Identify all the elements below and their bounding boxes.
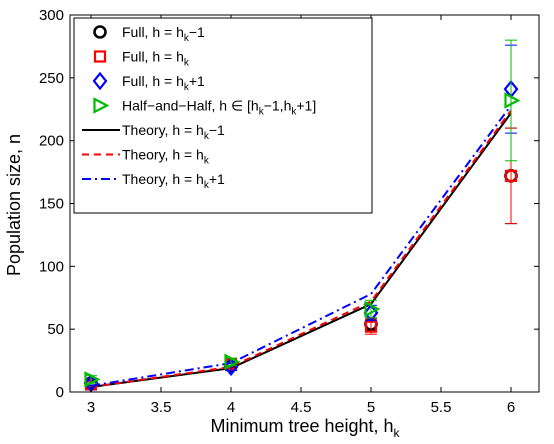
theory-line-1 (90, 109, 512, 388)
x-tick-label: 6 (507, 399, 515, 416)
legend-label-part: k (184, 58, 190, 69)
y-axis-title: Population size, n (4, 134, 24, 276)
x-tick-label: 3.5 (151, 399, 172, 416)
marker-triangle-right (224, 353, 241, 371)
legend-label-part: Theory, h = h (122, 171, 204, 187)
legend-label-part: k (184, 82, 190, 93)
y-tick-label: 250 (39, 70, 64, 87)
legend-label-part: −1 (189, 24, 205, 40)
legend-label-part: k (204, 131, 210, 142)
legend-label-part: k (204, 156, 210, 167)
legend-label: Theory, h = hk (122, 147, 210, 167)
data-point (224, 353, 241, 371)
theory-line-2 (90, 104, 512, 387)
marker-triangle-right (364, 300, 381, 318)
legend-label: Half−and−Half, h ∈ [hk−1,hk+1] (122, 98, 316, 118)
legend-label-part: k (184, 33, 190, 44)
legend-label-part: +1] (296, 98, 316, 114)
legend-marker-diamond (92, 71, 108, 91)
data-point (364, 299, 381, 319)
theory-line-0 (90, 112, 512, 388)
plot-area (83, 39, 521, 393)
data-point (84, 371, 101, 388)
x-tick-label: 5 (367, 399, 375, 416)
legend-label-part: k (291, 107, 297, 118)
legend-label-part: −1 (209, 122, 225, 138)
legend-label-part: Full, h = h (122, 73, 184, 89)
legend-label-part: Theory, h = h (122, 122, 204, 138)
legend-marker-square (93, 50, 107, 63)
y-tick-label: 0 (56, 384, 64, 401)
legend-label: Full, h = hk (122, 49, 190, 69)
legend-label-part: Full, h = h (122, 24, 184, 40)
legend-label-part: k (259, 107, 265, 118)
legend-label-part: +1 (189, 73, 205, 89)
x-axis-title: Minimum tree height, hk (210, 416, 400, 440)
legend-label-part: Theory, h = h (122, 147, 204, 163)
marker-triangle-right (504, 92, 521, 109)
legend-label-part: Full, h = h (122, 49, 184, 65)
legend-label-part: −1,h (264, 98, 292, 114)
y-tick-label: 50 (47, 321, 64, 338)
y-tick-label: 150 (39, 196, 64, 213)
legend-marker-circle (93, 25, 107, 39)
legend-label-part: k (204, 180, 210, 191)
axes: 3 3.5 4 4.5 5 5.5 6 0 50 100 150 200 250 300 (39, 7, 540, 416)
legend-marker-triangle-right (93, 97, 110, 114)
x-tick-label: 4 (227, 399, 235, 416)
y-tick-label: 300 (39, 7, 64, 24)
data-point (504, 39, 521, 162)
y-tick-label: 100 (39, 258, 64, 275)
legend-label: Theory, h = hk+1 (122, 171, 225, 191)
legend-label-part: +1 (209, 171, 225, 187)
legend-label: Theory, h = hk−1 (122, 122, 225, 142)
x-tick-label: 3 (87, 399, 95, 416)
legend-label: Full, h = hk+1 (122, 73, 205, 93)
legend-label-part: Half−and−Half, h ∈ [h (122, 98, 259, 114)
x-tick-label: 5.5 (431, 399, 452, 416)
y-tick-label: 200 (39, 133, 64, 150)
marker-square (504, 169, 518, 182)
x-tick-label: 4.5 (291, 399, 312, 416)
marker-triangle-right (84, 371, 101, 388)
legend-box (73, 17, 373, 214)
legend-label: Full, h = hk−1 (122, 24, 205, 44)
